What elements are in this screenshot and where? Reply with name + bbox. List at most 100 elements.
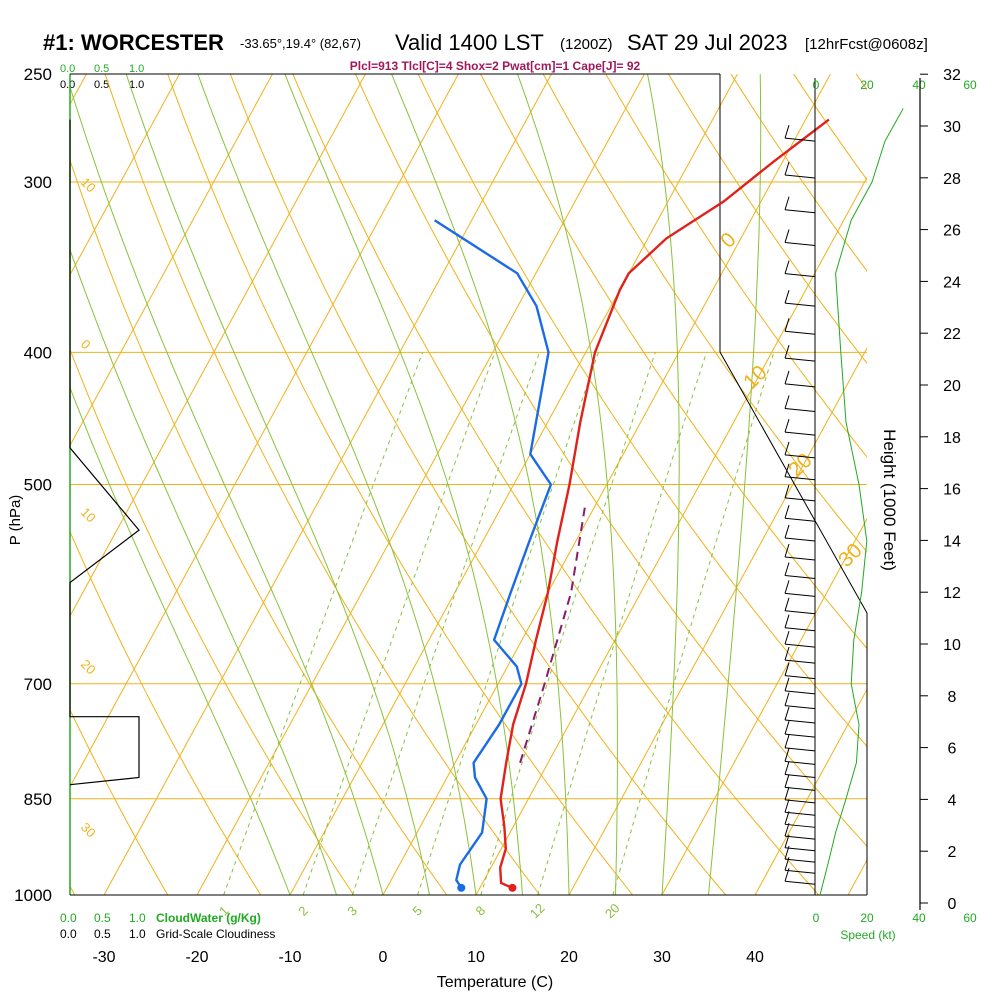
isotherm-line <box>70 74 366 618</box>
pressure-tick-label: 850 <box>24 790 52 809</box>
wind-barb <box>784 643 816 648</box>
wind-barb-flag <box>784 834 790 848</box>
cloudwater-label: CloudWater (g/Kg) <box>156 911 261 925</box>
moist-adiabat-line <box>708 74 762 895</box>
wind-barb <box>784 880 816 885</box>
mixing-ratio-label: 3 <box>344 903 360 919</box>
height-tick-label: 24 <box>943 274 961 291</box>
pressure-tick-label: 1000 <box>14 886 52 905</box>
moist-adiabat-line <box>70 248 337 895</box>
wind-barb <box>784 476 816 481</box>
wind-barb <box>784 786 816 791</box>
wind-barb <box>784 383 816 388</box>
dry-adiabat-line <box>292 74 820 895</box>
isotherm-line <box>196 74 645 895</box>
cloudiness-scale-bottom-1: 0.5 <box>94 927 111 941</box>
moist-adiabat-line <box>70 386 291 895</box>
dry-adiabat-line <box>354 74 867 848</box>
wind-barbs <box>784 124 816 885</box>
wind-barb-flag <box>784 395 790 409</box>
height-tick-label: 6 <box>948 741 957 758</box>
wind-barb-flag <box>784 196 790 210</box>
isotherm-line <box>70 74 180 276</box>
temperature-tick-label: 30 <box>653 949 671 966</box>
wind-barb <box>784 747 816 752</box>
wind-barb-flag <box>784 484 790 499</box>
speed-tick-bottom-40: 40 <box>912 911 926 925</box>
temperature-tick-label: 40 <box>746 949 764 966</box>
mixing-ratio-line <box>417 352 599 895</box>
background-lines <box>70 74 867 895</box>
dry-adiabat-line <box>480 74 867 650</box>
cloudwater-scale-bottom-2: 1.0 <box>129 911 146 925</box>
dry-adiabat-line <box>229 74 727 895</box>
cloudwater-scale-bottom-0: 0.0 <box>60 911 77 925</box>
wind-barb-flag <box>784 761 790 775</box>
wind-barb-flag <box>784 597 790 611</box>
isotherm-line <box>568 347 867 895</box>
height-tick-label: 16 <box>943 482 961 499</box>
isotherm-label-left: 20 <box>78 657 99 678</box>
temperature-tick-label: 10 <box>467 949 485 966</box>
wind-barb <box>784 690 816 695</box>
cloudiness-label: Grid-Scale Cloudiness <box>156 927 275 941</box>
mixing-ratio-line <box>302 352 496 895</box>
mixing-ratio-line <box>612 352 775 895</box>
wind-barb <box>784 302 816 307</box>
cloudwater-scale-top-2: 1.0 <box>129 63 144 75</box>
speed-tick-top-20: 20 <box>860 78 874 92</box>
wind-barb-flag <box>784 799 790 813</box>
height-tick-label: 28 <box>943 171 961 188</box>
wind-barb-flag <box>784 290 790 304</box>
wind-barb-flag <box>784 614 790 628</box>
mixing-ratio-label: 20 <box>602 900 623 921</box>
height-tick-label: 4 <box>948 792 957 809</box>
dry-adiabat-line <box>70 708 169 895</box>
pressure-axis-label: P (hPa) <box>7 495 24 546</box>
height-tick-label: 10 <box>943 637 961 654</box>
wind-barb <box>784 773 816 778</box>
height-axis-label: Height (1000 Feet) <box>880 429 899 571</box>
wind-barb <box>784 357 816 362</box>
mixing-ratio-line <box>537 352 707 895</box>
wind-barb-flag <box>784 720 790 735</box>
moist-adiabat-line <box>391 74 570 895</box>
wind-barb-flag <box>784 734 790 749</box>
wind-barb <box>784 497 816 502</box>
mixing-ratio-line <box>480 352 656 895</box>
wind-barb <box>784 719 816 724</box>
wind-barb-flag <box>784 630 790 645</box>
wind-barb-flag <box>784 692 790 706</box>
cloudwater-scale-top-0: 0.0 <box>60 63 75 75</box>
wind-barb-flag <box>784 857 790 871</box>
cloudiness-scale-top-0: 0.0 <box>60 79 75 91</box>
moist-adiabat-line <box>70 85 384 895</box>
isotherm-line <box>847 859 867 895</box>
wind-barb <box>784 556 816 561</box>
mixing-ratio-line <box>351 352 540 895</box>
wind-barb <box>784 847 816 852</box>
wind-barb <box>784 811 816 816</box>
wind-barb-flag <box>784 811 790 825</box>
dry-adiabat-line <box>167 74 634 895</box>
stability-indices: Plcl=913 Tlcl[C]=4 Shox=2 Pwat[cm]=1 Cap… <box>350 59 641 73</box>
pressure-tick-label: 700 <box>24 675 52 694</box>
surface-temperature-marker <box>508 883 517 892</box>
cloud-scale-top: 0.0 0.5 1.0 0.0 0.5 1.0 <box>60 63 144 91</box>
temperature-axis-ticks: -30 -20 -10 0 10 20 30 40 <box>92 949 764 966</box>
pressure-tick-label: 300 <box>24 173 52 192</box>
wind-barb <box>784 733 816 738</box>
isotherm-line <box>475 176 867 895</box>
wind-barb <box>784 675 816 680</box>
valid-time: Valid 1400 LST <box>395 30 544 55</box>
moist-adiabat-line <box>517 74 618 895</box>
cloudiness-scale-bottom-0: 0.0 <box>60 927 77 941</box>
speed-tick-bottom-60: 60 <box>963 911 977 925</box>
speed-scale-top: 0 20 40 60 <box>813 78 977 92</box>
isotherm-line <box>661 517 867 895</box>
speed-scale-bottom: 0 20 40 60 Speed (kt) <box>813 911 977 942</box>
wind-barb-flag <box>784 748 790 762</box>
